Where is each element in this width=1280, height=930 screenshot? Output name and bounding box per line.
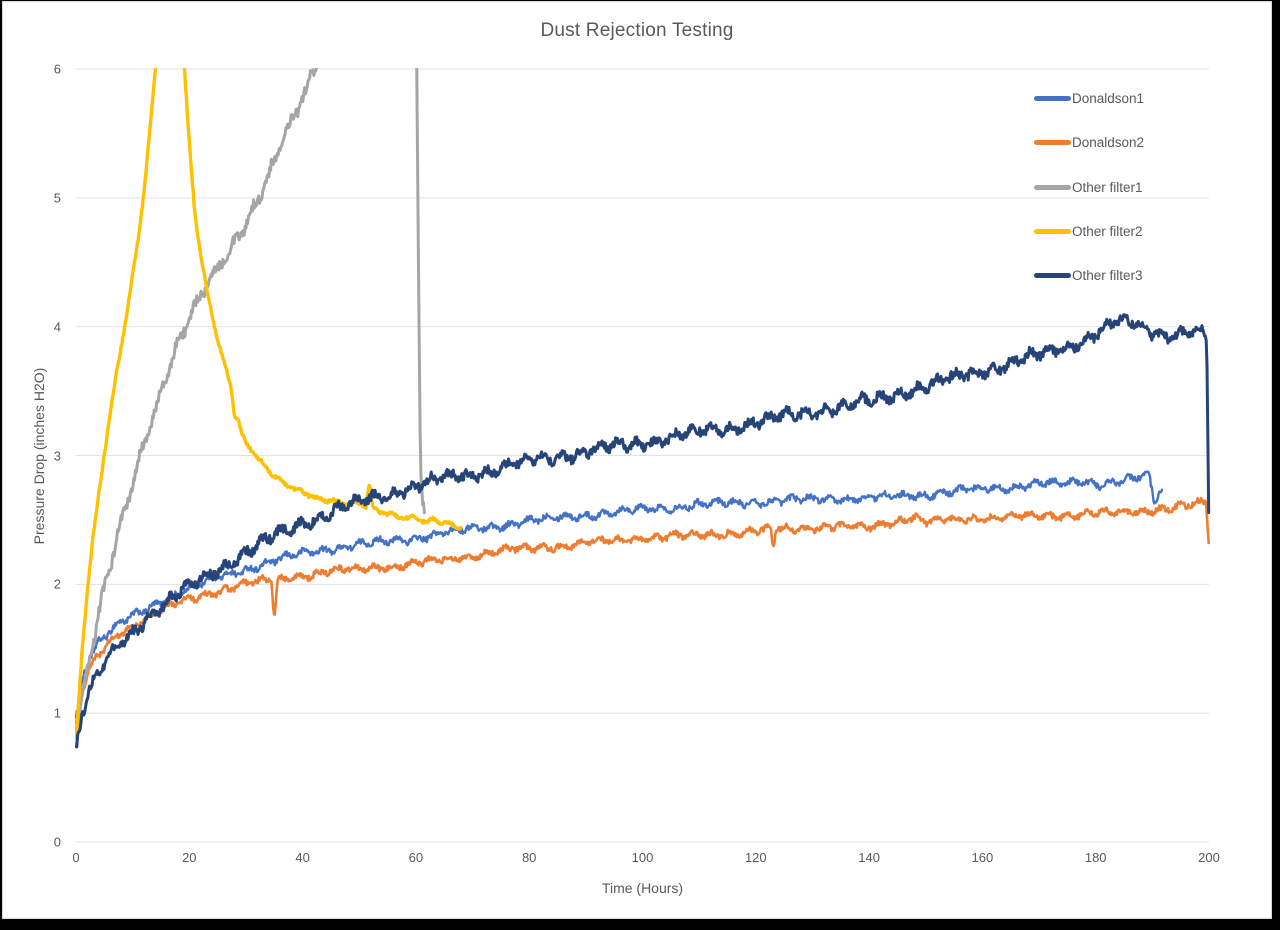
- legend-label: Other filter2: [1072, 223, 1143, 239]
- y-tick-label-3: 3: [53, 448, 61, 463]
- y-tick-label-2: 2: [53, 576, 61, 592]
- legend-swatch-icon: [1034, 95, 1071, 101]
- y-tick-label-5: 5: [53, 190, 61, 206]
- legend-item-donaldson1: Donaldson1: [1034, 90, 1144, 106]
- legend-label: Other filter3: [1072, 267, 1143, 283]
- x-tick-label-100: 100: [631, 850, 654, 865]
- legend-item-other-filter3: Other filter3: [1034, 267, 1143, 283]
- x-tick-label-140: 140: [858, 850, 880, 865]
- y-axis-title: Pressure Drop (inches H2O): [31, 367, 47, 544]
- x-tick-label-200: 200: [1198, 850, 1220, 865]
- legend-label: Donaldson2: [1072, 134, 1145, 150]
- y-tick-label-0: 0: [53, 834, 61, 850]
- x-tick-label-60: 60: [408, 850, 424, 865]
- legend-swatch-icon: [1034, 272, 1071, 278]
- legend-swatch-icon: [1034, 184, 1071, 190]
- series-line-other-filter2: [75, 68, 463, 740]
- legend-swatch-icon: [1034, 228, 1071, 234]
- chart-canvas: Dust Rejection Testing 0 20 40 60 80 100 120 14…: [2, 1, 1272, 919]
- x-tick-label-120: 120: [744, 850, 767, 865]
- legend-item-donaldson2: Donaldson2: [1034, 134, 1144, 150]
- plot-area: [75, 68, 1211, 843]
- x-tick-label-160: 160: [971, 850, 994, 865]
- y-tick-label-6: 6: [53, 61, 61, 77]
- x-axis-title: Time (Hours): [601, 880, 684, 896]
- x-tick-label-20: 20: [182, 850, 197, 865]
- x-tick-label-40: 40: [295, 850, 310, 865]
- legend-swatch-icon: [1034, 139, 1071, 145]
- x-tick-label-80: 80: [521, 850, 537, 865]
- y-tick-label-1: 1: [53, 705, 61, 721]
- legend-item-other-filter1: Other filter1: [1034, 179, 1143, 195]
- x-tick-label-180: 180: [1084, 850, 1107, 865]
- legend-label: Donaldson1: [1072, 90, 1145, 106]
- chart-title: Dust Rejection Testing: [540, 20, 734, 41]
- legend-item-other-filter2: Other filter2: [1034, 223, 1143, 239]
- series-line-donaldson2: [75, 496, 1210, 725]
- y-tick-label-4: 4: [53, 319, 61, 335]
- series-line-other-filter3: [75, 313, 1211, 749]
- x-tick-label-0: 0: [72, 850, 80, 865]
- legend-label: Other filter1: [1072, 179, 1143, 195]
- series-line-donaldson1: [75, 470, 1164, 719]
- series-line-other-filter1: [75, 68, 426, 746]
